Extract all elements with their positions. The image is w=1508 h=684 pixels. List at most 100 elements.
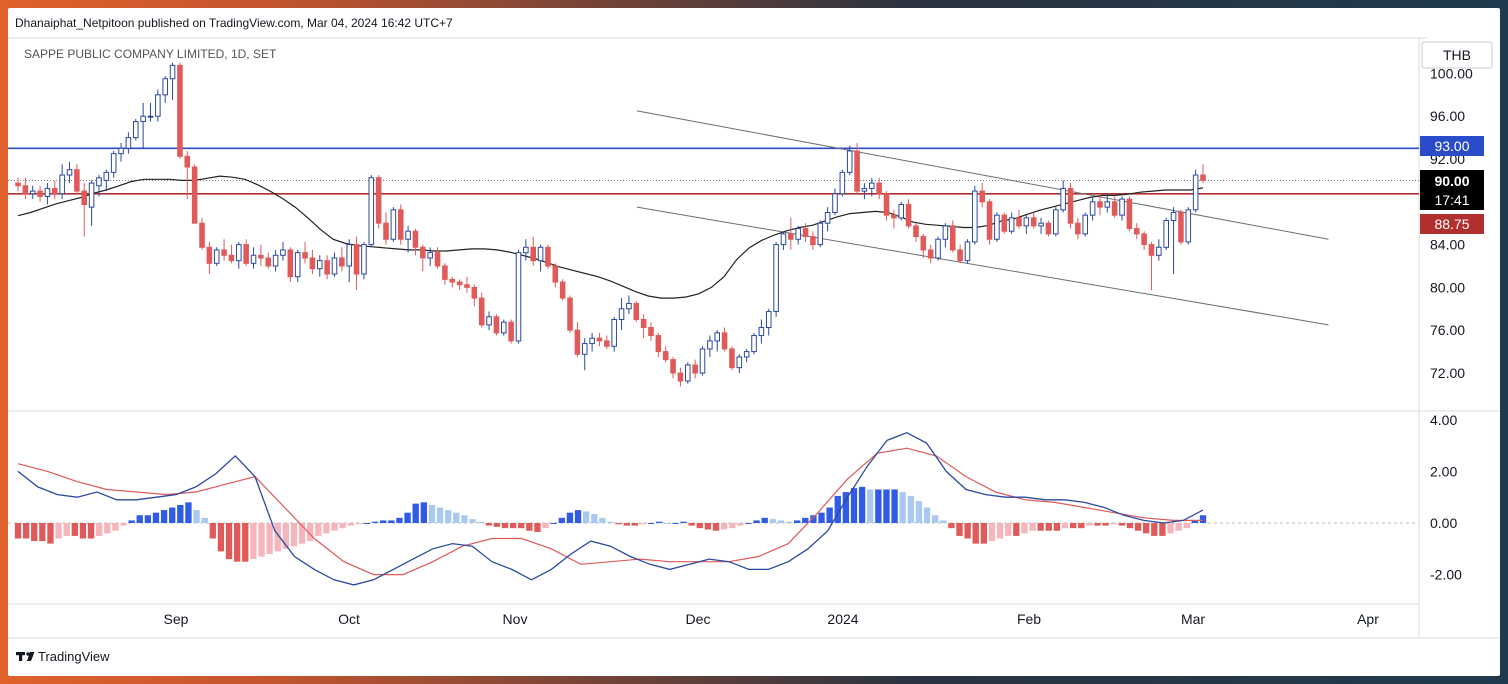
- macd-signal-line: [17, 447, 1203, 576]
- currency-box[interactable]: [1421, 41, 1493, 69]
- candle-up: [213, 249, 220, 264]
- candle-down: [949, 225, 956, 251]
- last-price-badge: [1420, 170, 1484, 210]
- histogram-bar: [1183, 523, 1190, 529]
- candle-up: [125, 137, 132, 149]
- histogram-bar: [1143, 523, 1150, 534]
- candle-up: [500, 321, 507, 334]
- histogram-bar: [371, 521, 379, 523]
- chart-canvas[interactable]: Dhanaiphat_Netpitoon published on Tradin…: [8, 8, 1500, 676]
- histogram-bar: [883, 489, 890, 523]
- histogram-bar: [769, 519, 776, 523]
- histogram-bar: [720, 523, 728, 530]
- candle-up: [96, 177, 102, 187]
- price-tick-4: 80.00: [1430, 279, 1465, 295]
- candle-down: [655, 335, 662, 353]
- candle-down: [375, 177, 382, 224]
- candle-down: [434, 252, 441, 267]
- histogram-bar: [79, 523, 87, 539]
- candle-down: [1178, 212, 1184, 243]
- candle-down: [1097, 201, 1103, 208]
- time-tick-sep: Sep: [164, 611, 189, 627]
- histogram-bar: [469, 519, 476, 523]
- candle-down: [979, 190, 985, 203]
- histogram-bar: [818, 512, 825, 523]
- histogram-bar: [923, 507, 931, 523]
- candle-down: [927, 249, 934, 259]
- histogram-bar: [31, 523, 38, 542]
- candle-down: [265, 257, 272, 267]
- histogram-bar: [1118, 523, 1126, 526]
- histogram-bar: [875, 489, 882, 523]
- candle-up: [736, 356, 743, 369]
- symbol-title: SAPPE PUBLIC COMPANY LIMITED, 1D, SET: [24, 47, 277, 61]
- candle-up: [824, 212, 831, 224]
- candle-down: [883, 193, 890, 216]
- candle-up: [1104, 201, 1111, 208]
- histogram-bar: [550, 523, 557, 524]
- candle-up: [964, 241, 971, 262]
- histogram-bar: [794, 520, 801, 523]
- histogram-bar: [225, 523, 233, 560]
- histogram-bar: [745, 523, 752, 524]
- candle-up: [368, 177, 375, 246]
- candle-up: [994, 214, 1000, 240]
- candle-down: [228, 254, 235, 262]
- candle-up: [626, 302, 632, 310]
- candle-up: [88, 182, 95, 208]
- candle-up: [169, 64, 176, 80]
- histogram-bar: [380, 520, 387, 523]
- lower-channel-trendline[interactable]: [636, 206, 1329, 326]
- histogram-bar: [672, 523, 679, 524]
- macd-tick-0: 4.00: [1430, 412, 1457, 428]
- candle-down: [221, 249, 227, 256]
- candle-up: [1119, 198, 1125, 216]
- histogram-bar: [980, 523, 988, 544]
- candle-down: [891, 214, 897, 219]
- candle-down: [567, 297, 573, 331]
- candle-up: [699, 348, 706, 374]
- candle-up: [162, 78, 168, 96]
- candle-down: [339, 257, 345, 267]
- histogram-bar: [152, 512, 160, 523]
- candle-up: [832, 193, 838, 213]
- macd-tick-1: 2.00: [1430, 463, 1457, 479]
- candle-up: [611, 319, 617, 347]
- histogram-bar: [420, 502, 427, 523]
- candle-down: [199, 222, 205, 248]
- candle-up: [780, 233, 787, 246]
- histogram-bar: [696, 523, 703, 529]
- histogram-bar: [201, 517, 208, 523]
- histogram-bar: [39, 523, 46, 542]
- histogram-bar: [1037, 523, 1044, 531]
- histogram-bar: [1126, 523, 1134, 529]
- candle-down: [1075, 222, 1081, 235]
- time-tick-oct: Oct: [338, 611, 360, 627]
- histogram-bar: [972, 523, 979, 544]
- candle-up: [155, 94, 161, 117]
- candle-up: [1170, 212, 1177, 222]
- candle-down: [692, 364, 698, 374]
- candle-down: [854, 150, 860, 192]
- trendlines[interactable]: [636, 110, 1329, 326]
- histogram-bar: [948, 523, 955, 529]
- histogram-bar: [599, 517, 606, 523]
- candle-up: [29, 190, 36, 195]
- candle-down: [412, 230, 419, 248]
- candle-down: [876, 182, 882, 195]
- candle-up: [390, 209, 397, 240]
- candle-up: [250, 254, 257, 264]
- candle-down: [913, 225, 919, 238]
- candle-up: [1038, 222, 1044, 227]
- upper-channel-trendline[interactable]: [636, 110, 1329, 240]
- histogram-bar: [461, 515, 468, 523]
- histogram-bar: [1021, 523, 1028, 534]
- candle-up: [714, 332, 721, 342]
- histogram-bar: [907, 495, 914, 523]
- histogram-bar: [307, 523, 314, 542]
- support-badge-text: 88.75: [1434, 216, 1469, 232]
- candle-down: [905, 203, 912, 227]
- histogram-bar: [664, 523, 671, 524]
- histogram-bar: [1078, 523, 1085, 529]
